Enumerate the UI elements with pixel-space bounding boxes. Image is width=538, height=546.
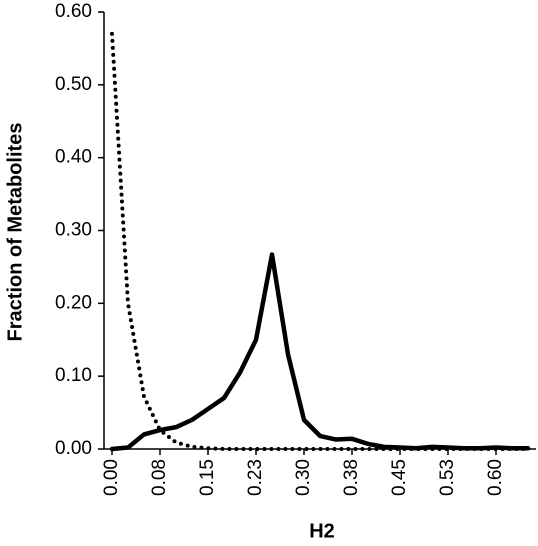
y-tick-label: 0.00 xyxy=(55,438,92,459)
y-axis-title: Fraction of Metabolites xyxy=(4,123,26,342)
x-tick-label: 0.38 xyxy=(341,459,362,496)
y-tick-label: 0.10 xyxy=(55,365,92,386)
x-tick-label: 0.15 xyxy=(197,459,218,496)
x-tick-label: 0.23 xyxy=(245,459,266,496)
x-axis-title: H2 xyxy=(309,520,335,542)
x-tick-label: 0.60 xyxy=(485,459,506,496)
series-line xyxy=(109,252,531,452)
x-tick-label: 0.53 xyxy=(437,459,458,496)
x-tick-label: 0.08 xyxy=(149,459,170,496)
series-line xyxy=(110,31,530,451)
y-tick-label: 0.50 xyxy=(55,74,92,95)
y-tick-label: 0.20 xyxy=(55,292,92,313)
x-tick-label: 0.30 xyxy=(293,459,314,496)
y-tick-label: 0.60 xyxy=(55,1,92,22)
x-tick-label: 0.45 xyxy=(389,459,410,496)
x-tick-label: 0.00 xyxy=(101,459,122,496)
y-tick-label: 0.30 xyxy=(55,220,92,241)
y-tick-label: 0.40 xyxy=(55,147,92,168)
